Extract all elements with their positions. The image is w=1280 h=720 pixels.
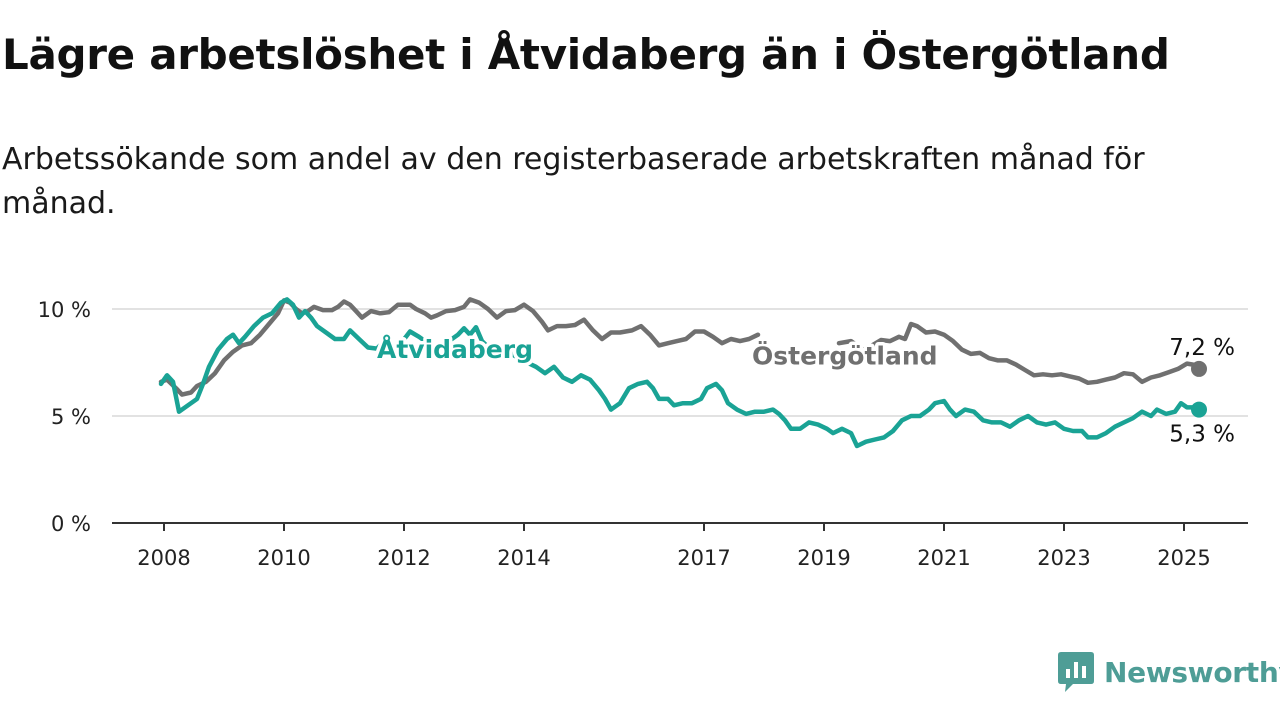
newsworthy-logo-icon [1058, 652, 1094, 692]
x-tick-label: 2023 [1037, 546, 1090, 570]
x-tick-label: 2008 [137, 546, 190, 570]
svg-text:Östergötland: Östergötland [752, 341, 938, 371]
brand-logo: Newsworthy [1058, 652, 1280, 692]
y-tick-label: 10 % [38, 298, 91, 322]
svg-text:5,3 %: 5,3 % [1169, 422, 1235, 448]
y-tick-label: 0 % [51, 512, 91, 536]
svg-text:Åtvidaberg: Åtvidaberg [377, 335, 533, 364]
series-lines [158, 297, 1207, 449]
svg-text:7,2 %: 7,2 % [1169, 335, 1235, 361]
end-label-ostergotland: 7,2 %7,2 % [1166, 331, 1239, 364]
svg-text:Östergötland: Östergötland [752, 341, 938, 371]
end-point-ostergotland [1191, 360, 1207, 377]
x-tick-label: 2010 [257, 546, 310, 570]
svg-text:Åtvidaberg: Åtvidaberg [377, 335, 533, 364]
brand-name: Newsworthy [1104, 655, 1280, 689]
x-tick-label: 2019 [797, 546, 850, 570]
x-tick-label: 2014 [497, 546, 550, 570]
y-tick-label: 5 % [51, 405, 91, 429]
y-axis-ticks: 0 % 5 % 10 % [38, 298, 91, 536]
x-axis-ticks: 2008 2010 2012 2014 2017 2019 2021 2023 2025 [137, 523, 1211, 570]
x-tick-label: 2017 [677, 546, 730, 570]
chart-subtitle: Arbetssökande som andel av den registerb… [2, 142, 1145, 221]
chart-title: Lägre arbetslöshet i Åtvidaberg än i Öst… [2, 30, 1170, 79]
series-line-ostergotland [158, 297, 1202, 397]
end-label-atvidaberg: 5,3 %5,3 % [1166, 418, 1239, 451]
x-tick-label: 2012 [377, 546, 430, 570]
svg-text:5,3 %: 5,3 % [1169, 422, 1235, 448]
end-point-atvidaberg [1191, 401, 1207, 418]
svg-text:7,2 %: 7,2 % [1169, 335, 1235, 361]
grid-lines [112, 308, 1248, 524]
x-tick-label: 2025 [1157, 546, 1210, 570]
series-line-atvidaberg [158, 297, 1202, 449]
x-tick-label: 2021 [917, 546, 970, 570]
